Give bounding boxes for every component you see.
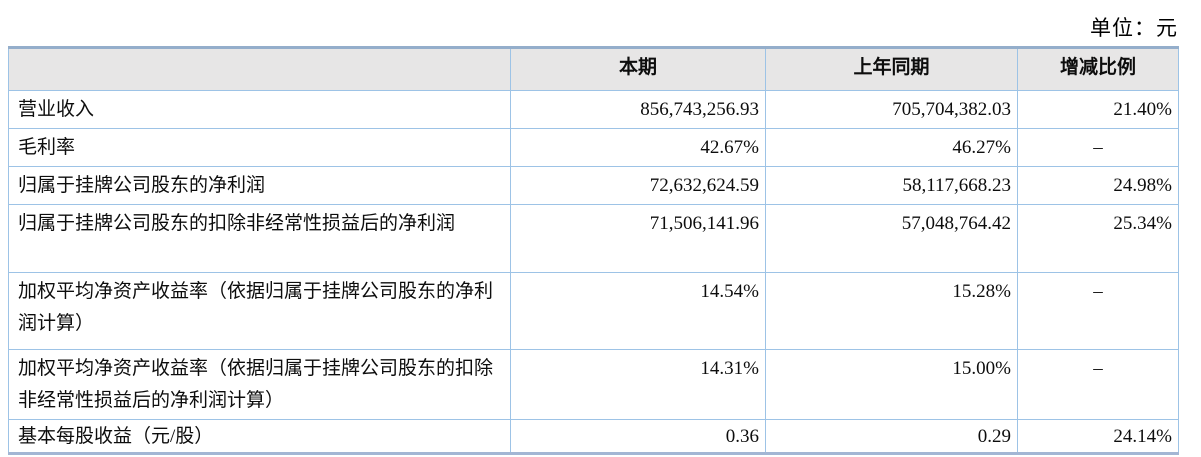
metric-label-cell: 毛利率: [8, 128, 511, 167]
metric-label-cell: 加权平均净资产收益率（依据归属于挂牌公司股东的扣除非经常性损益后的净利润计算）: [8, 349, 511, 420]
table-row: 归属于挂牌公司股东的扣除非经常性损益后的净利润 71,506,141.96 57,0…: [8, 204, 1179, 273]
metric-label-cell: 加权平均净资产收益率（依据归属于挂牌公司股东的净利润计算）: [8, 272, 511, 350]
change-ratio-cell: 24.98%: [1017, 166, 1179, 205]
metric-label-cell: 归属于挂牌公司股东的净利润: [8, 166, 511, 205]
table-row: 归属于挂牌公司股东的净利润 72,632,624.59 58,117,668.23 2…: [8, 166, 1179, 205]
current-period-cell: 42.67%: [510, 128, 766, 167]
current-period-cell: 856,743,256.93: [510, 90, 766, 129]
metric-label-cell: 营业收入: [8, 90, 511, 129]
prior-period-cell: 46.27%: [765, 128, 1018, 167]
header-row: 本期 上年同期 增减比例: [8, 46, 1179, 91]
table-row: 营业收入 856,743,256.93 705,704,382.03 21.40%: [8, 90, 1179, 129]
table-row: 毛利率 42.67% 46.27% –: [8, 128, 1179, 167]
current-period-cell: 14.31%: [510, 349, 766, 420]
change-ratio-cell: –: [1017, 272, 1179, 350]
change-ratio-cell: 25.34%: [1017, 204, 1179, 273]
prior-period-cell: 0.29: [765, 419, 1018, 455]
table-body: 营业收入 856,743,256.93 705,704,382.03 21.40% 毛利…: [8, 90, 1179, 455]
current-period-cell: 72,632,624.59: [510, 166, 766, 205]
table-row: 加权平均净资产收益率（依据归属于挂牌公司股东的扣除非经常性损益后的净利润计算） 1…: [8, 349, 1179, 420]
current-period-cell: 71,506,141.96: [510, 204, 766, 273]
prior-period-cell: 15.00%: [765, 349, 1018, 420]
financial-summary-table: 本期 上年同期 增减比例 营业收入 856,743,256.93 705,704,3…: [8, 46, 1179, 455]
current-period-cell: 14.54%: [510, 272, 766, 350]
table-row: 基本每股收益（元/股） 0.36 0.29 24.14%: [8, 419, 1179, 455]
change-ratio-cell: –: [1017, 349, 1179, 420]
change-ratio-cell: 24.14%: [1017, 419, 1179, 455]
prior-period-cell: 58,117,668.23: [765, 166, 1018, 205]
col-header-current-period: 本期: [510, 46, 766, 91]
unit-label: 单位：元: [1090, 16, 1178, 40]
change-ratio-cell: 21.40%: [1017, 90, 1179, 129]
prior-period-cell: 15.28%: [765, 272, 1018, 350]
current-period-cell: 0.36: [510, 419, 766, 455]
col-header-change-ratio: 增减比例: [1017, 46, 1179, 91]
change-ratio-cell: –: [1017, 128, 1179, 167]
metric-label-cell: 基本每股收益（元/股）: [8, 419, 511, 455]
table-row: 加权平均净资产收益率（依据归属于挂牌公司股东的净利润计算） 14.54% 15.28…: [8, 272, 1179, 350]
prior-period-cell: 57,048,764.42: [765, 204, 1018, 273]
col-header-prior-period: 上年同期: [765, 46, 1018, 91]
col-header-metric: [8, 46, 511, 91]
prior-period-cell: 705,704,382.03: [765, 90, 1018, 129]
metric-label-cell: 归属于挂牌公司股东的扣除非经常性损益后的净利润: [8, 204, 511, 273]
